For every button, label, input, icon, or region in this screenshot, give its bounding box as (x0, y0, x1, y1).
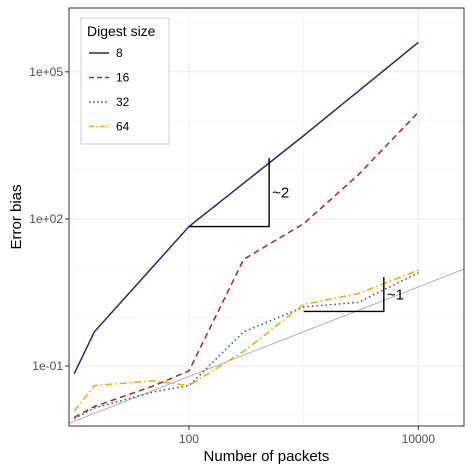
x-tick-label: 100 (179, 432, 199, 446)
legend-title: Digest size (87, 23, 156, 39)
slope-label-1: ~2 (272, 184, 289, 201)
legend-label-16: 16 (116, 71, 130, 85)
x-tick-label: 10000 (402, 432, 436, 446)
legend-label-64: 64 (116, 120, 130, 134)
y-axis-title: Error bias (8, 184, 25, 249)
legend-label-32: 32 (116, 95, 130, 109)
y-tick-label: 1e+05 (29, 65, 63, 79)
legend-label-8: 8 (116, 46, 123, 60)
y-tick-label: 1e+02 (29, 212, 63, 226)
x-axis-title: Number of packets (204, 448, 330, 465)
slope-label-2: ~1 (387, 286, 404, 303)
y-tick-label: 1e-01 (32, 359, 63, 373)
legend: Digest size 8 16 32 64 (81, 18, 169, 144)
